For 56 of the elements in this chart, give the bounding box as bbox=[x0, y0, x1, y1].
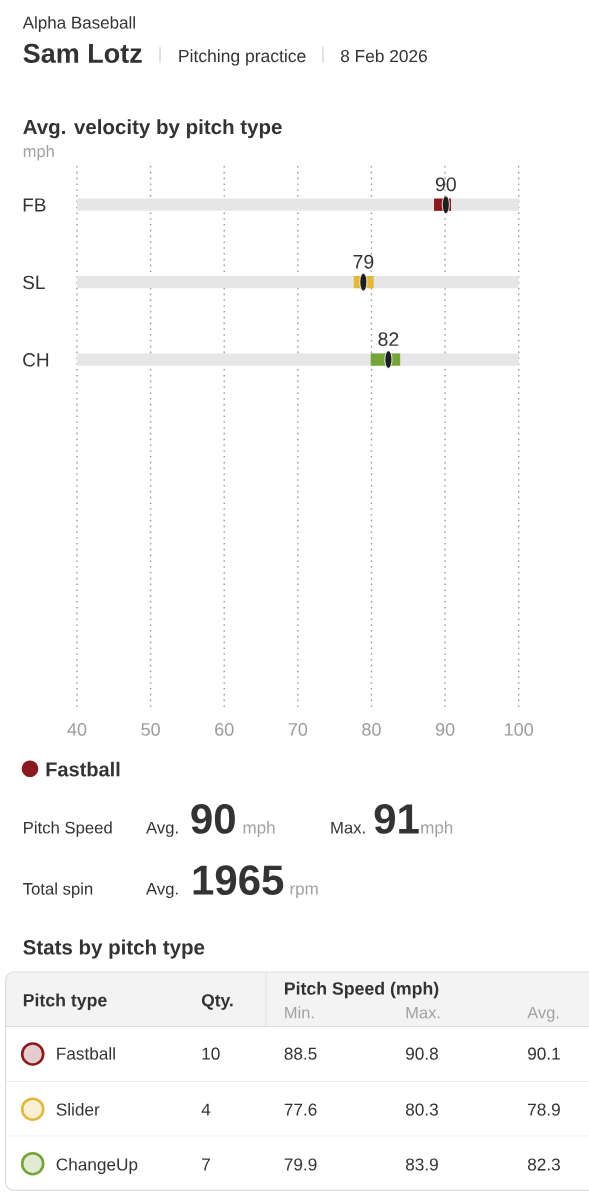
data-label: 79 bbox=[353, 254, 374, 269]
data-label: 90 bbox=[435, 177, 456, 192]
text: Avg. bbox=[146, 883, 178, 899]
text: ChangeUp bbox=[56, 1157, 138, 1174]
text: 83.9 bbox=[405, 1158, 438, 1171]
y-tick-label: CH bbox=[23, 353, 49, 367]
text: Pitch type bbox=[23, 993, 107, 1010]
x-tick-label: 100 bbox=[505, 723, 534, 736]
x-tick-label: 70 bbox=[288, 723, 308, 736]
text: 8 Feb 2026 bbox=[340, 49, 427, 63]
y-tick-label: FB bbox=[23, 198, 46, 212]
text: 79.9 bbox=[284, 1158, 317, 1171]
text: 4 bbox=[201, 1103, 211, 1116]
text: 77.6 bbox=[284, 1103, 317, 1116]
text: 90.8 bbox=[406, 1047, 438, 1060]
text: Min. bbox=[285, 1006, 314, 1019]
bar bbox=[77, 353, 519, 366]
text: mph bbox=[421, 821, 453, 837]
text: rpm bbox=[290, 885, 318, 899]
y-tick-label: SL bbox=[23, 275, 45, 290]
text: Stats by pitch type bbox=[23, 939, 205, 959]
text: Slider bbox=[56, 1103, 100, 1116]
text: Max. bbox=[406, 1006, 440, 1019]
text: Pitch Speed (mph) bbox=[284, 981, 439, 999]
text: 10 bbox=[202, 1047, 220, 1060]
text: Sam Lotz bbox=[23, 43, 142, 63]
x-tick-label: 40 bbox=[67, 723, 87, 736]
text: Avg. bbox=[146, 821, 178, 837]
chart-title: Avg. velocity by pitch type bbox=[23, 119, 282, 139]
text: 7 bbox=[202, 1158, 210, 1171]
bar bbox=[77, 198, 519, 211]
chart-subtitle: mph bbox=[23, 145, 54, 161]
text: Alpha Baseball bbox=[22, 16, 135, 33]
text: Total spin bbox=[23, 882, 93, 899]
text: 90 bbox=[191, 804, 235, 834]
text: 1965 bbox=[193, 865, 284, 895]
text: 88.5 bbox=[284, 1047, 317, 1060]
x-tick-label: 50 bbox=[141, 723, 160, 736]
x-tick-label: 60 bbox=[215, 723, 234, 736]
text: 82.3 bbox=[527, 1158, 560, 1171]
bar bbox=[77, 276, 519, 289]
text: mph bbox=[243, 821, 275, 837]
text: Pitch Speed bbox=[24, 821, 112, 837]
text: 91 bbox=[374, 804, 419, 834]
text: 78.9 bbox=[528, 1103, 560, 1116]
text: Fastball bbox=[57, 1047, 115, 1060]
text: Avg. bbox=[527, 1006, 559, 1022]
text: Pitching practice bbox=[179, 49, 306, 66]
text: 90.1 bbox=[528, 1047, 560, 1060]
x-tick-label: 80 bbox=[362, 723, 381, 736]
data-label: 82 bbox=[378, 332, 399, 347]
text: Qty. bbox=[201, 994, 233, 1010]
text: Fastball bbox=[46, 761, 120, 777]
text: 80.3 bbox=[405, 1103, 438, 1116]
text: Max. bbox=[331, 821, 365, 834]
x-tick-label: 90 bbox=[435, 723, 455, 736]
